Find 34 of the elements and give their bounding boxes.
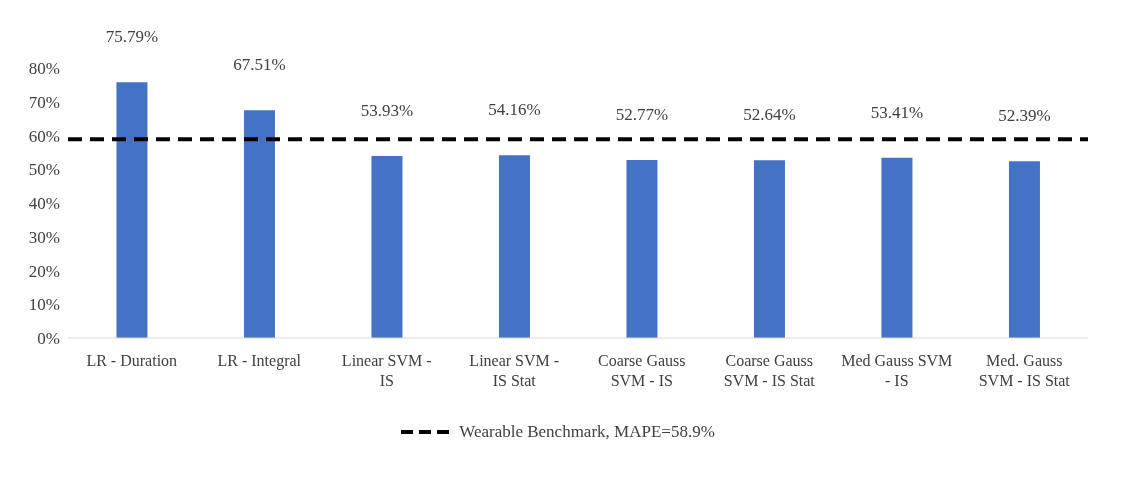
x-tick-label: Linear SVM - IS bbox=[341, 352, 432, 389]
bar bbox=[243, 110, 275, 338]
bar bbox=[881, 157, 913, 338]
bar bbox=[753, 160, 785, 338]
data-label: 52.64% bbox=[743, 105, 796, 125]
bar bbox=[371, 155, 403, 338]
y-tick-label: 10% bbox=[28, 295, 60, 315]
x-tick-label: Coarse Gauss SVM - IS Stat bbox=[723, 352, 816, 389]
data-label: 54.16% bbox=[488, 100, 541, 120]
data-label: 67.51% bbox=[233, 55, 286, 75]
y-tick-label: 50% bbox=[28, 160, 60, 180]
data-label: 52.39% bbox=[998, 106, 1051, 126]
data-label: 52.77% bbox=[615, 104, 669, 124]
bar bbox=[116, 82, 148, 338]
x-tick-label: LR - Integral bbox=[217, 352, 302, 370]
bar bbox=[626, 159, 658, 338]
x-tick-label: Coarse Gauss SVM - IS bbox=[597, 352, 686, 389]
x-tick-label: LR - Duration bbox=[86, 352, 178, 369]
y-tick-label: 20% bbox=[28, 261, 60, 281]
y-tick-label: 40% bbox=[28, 194, 60, 214]
legend-label: Wearable Benchmark, MAPE=58.9% bbox=[459, 422, 715, 442]
y-tick-label: 70% bbox=[28, 92, 60, 112]
data-label: 75.79% bbox=[105, 27, 159, 47]
data-label: 53.41% bbox=[870, 102, 924, 122]
y-tick-label: 30% bbox=[28, 227, 60, 247]
x-tick-label: Med. Gauss SVM - IS Stat bbox=[978, 352, 1071, 389]
data-label: 53.93% bbox=[360, 100, 414, 120]
y-tick-label: 0% bbox=[37, 329, 60, 349]
bar bbox=[498, 155, 530, 338]
y-tick-label: 80% bbox=[28, 59, 60, 79]
bar bbox=[1008, 161, 1040, 338]
x-tick-label: Linear SVM - IS Stat bbox=[469, 352, 560, 389]
x-tick-label: Med Gauss SVM - IS bbox=[841, 352, 953, 389]
y-tick-label: 60% bbox=[28, 126, 60, 146]
